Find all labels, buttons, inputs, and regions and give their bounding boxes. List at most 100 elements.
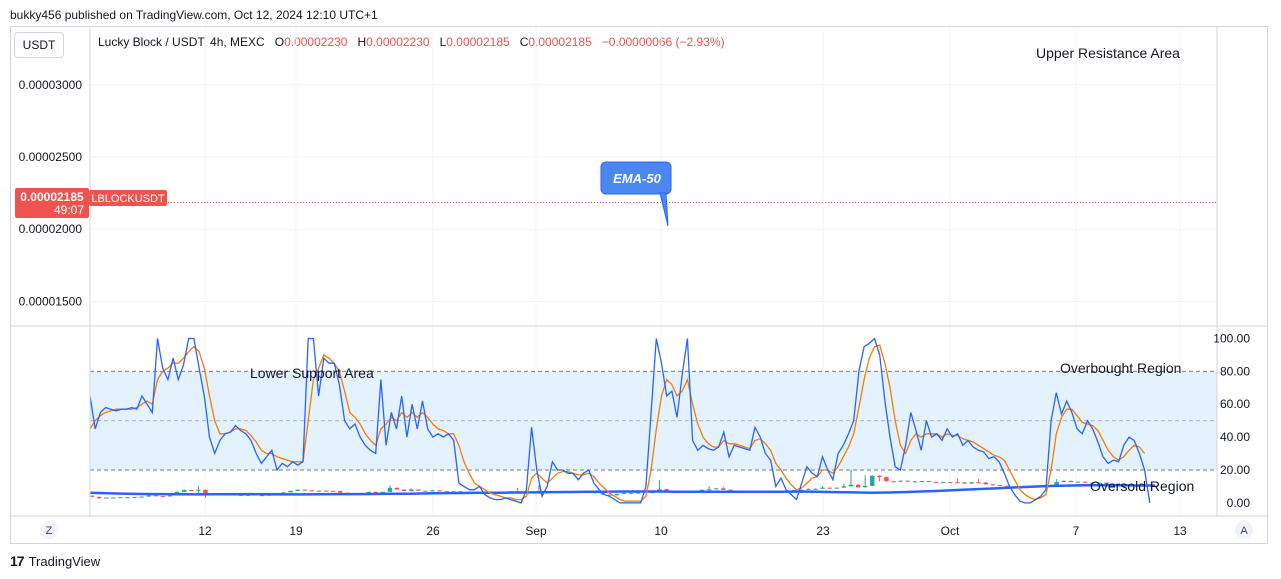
publisher-caption: bukky456 published on TradingView.com, O… <box>10 8 378 22</box>
oversold-label: Oversold Region <box>1090 478 1194 494</box>
candle-body <box>699 489 705 491</box>
auto-scale-button-label: A <box>1240 525 1248 537</box>
auto-scale-button[interactable] <box>1235 521 1253 539</box>
candle-body <box>1068 480 1074 482</box>
low-label: L <box>439 35 447 49</box>
candle-body <box>983 482 988 485</box>
candle-body <box>444 491 449 493</box>
candle-body <box>714 488 719 490</box>
candle-body <box>153 495 159 497</box>
x-tick-label: 26 <box>426 524 440 538</box>
candle-body <box>394 487 400 490</box>
tradingview-logo[interactable]: 17 TradingView <box>10 553 100 569</box>
timezone-button-label: Z <box>46 525 53 537</box>
candle-body <box>827 487 832 489</box>
candle-body <box>182 489 187 492</box>
ema-line <box>89 484 1155 496</box>
change-value: −0.00000066 (−2.93%) <box>601 35 725 49</box>
overbought-label: Overbought Region <box>1060 360 1181 376</box>
candle-body <box>948 482 953 484</box>
candle-body <box>955 482 960 484</box>
candle-body <box>125 497 130 499</box>
candle-body <box>607 494 613 496</box>
low-value: 0.00002185 <box>446 35 510 49</box>
candle-body <box>1089 482 1095 484</box>
candle-body <box>118 497 123 499</box>
candle-body <box>848 484 854 487</box>
ema-callout-label: EMA-50 <box>613 171 661 186</box>
candle-body <box>380 491 386 493</box>
rsi-line <box>89 337 1151 504</box>
rsi-tick-label: 0.00 <box>1227 496 1251 510</box>
high-value: 0.00002230 <box>366 35 430 49</box>
currency-button[interactable]: USDT <box>14 32 64 58</box>
rsi-tick-label: 100.00 <box>1213 332 1250 346</box>
candle-body <box>834 487 839 489</box>
x-tick-label: 7 <box>1073 524 1080 538</box>
candle-body <box>323 490 329 492</box>
candle-body <box>338 490 343 493</box>
candle-body <box>941 482 946 484</box>
price-tick-label: 0.00001500 <box>19 294 83 308</box>
candle-body <box>806 488 811 490</box>
x-tick-label: 23 <box>816 524 830 538</box>
candle-body <box>884 477 889 482</box>
candle-body <box>96 496 102 499</box>
rsi-tick-label: 40.00 <box>1220 430 1250 444</box>
rsi-tick-label: 60.00 <box>1220 397 1250 411</box>
candle-body <box>706 489 712 491</box>
timezone-button[interactable] <box>40 521 58 539</box>
rsi-lines <box>89 337 1151 504</box>
candle-body <box>423 490 428 492</box>
price-tick-label: 0.00002000 <box>19 222 83 236</box>
ema-callout: EMA-50 <box>600 161 672 227</box>
candle-body <box>203 489 208 495</box>
candle-body <box>1004 485 1010 487</box>
candle-body <box>288 490 293 493</box>
candle-body <box>1153 485 1159 487</box>
price-tag-value: 0.00002185 <box>20 190 84 204</box>
rsi-tick-label: 80.00 <box>1220 364 1250 378</box>
candle-body <box>167 495 173 497</box>
x-tick-label: 13 <box>1173 524 1187 538</box>
candle-body <box>933 481 939 483</box>
upper-resistance-label: Upper Resistance Area <box>1036 45 1180 61</box>
candle-body <box>295 489 300 491</box>
candle-body <box>1075 481 1081 483</box>
candle-body <box>309 490 315 492</box>
tradingview-brand: TradingView <box>28 553 101 569</box>
candle-body <box>416 489 421 491</box>
candle-body <box>111 497 116 499</box>
price-tag: 0.00002185 49:07 LBLOCKUSDT <box>15 188 167 218</box>
candle-body <box>373 491 378 493</box>
high-label: H <box>357 35 367 49</box>
price-tick-label: 0.00003000 <box>19 78 83 92</box>
candle-body <box>196 489 201 491</box>
candle-body <box>139 496 144 498</box>
ema50-line <box>89 484 1155 496</box>
candle-body <box>409 489 414 491</box>
open-value: 0.00002230 <box>284 35 348 49</box>
candle-body <box>160 496 166 498</box>
symbol-title[interactable]: Lucky Block / USDT, 4h, MEXC <box>98 35 265 49</box>
close-label: C <box>519 35 529 49</box>
candle-body <box>628 492 634 494</box>
candle-body <box>621 492 627 494</box>
candle-body <box>962 482 967 484</box>
rsi-tick-label: 20.00 <box>1220 463 1250 477</box>
candle-body <box>891 481 896 483</box>
candle-body <box>614 493 620 496</box>
candle-body <box>260 495 265 497</box>
candle-body <box>302 489 307 491</box>
price-tag-countdown: 49:07 <box>54 203 84 217</box>
candle-body <box>316 490 322 492</box>
candle-body <box>430 490 435 492</box>
symbol-tag-box <box>89 190 167 206</box>
candle-body <box>990 484 996 486</box>
candle-body <box>89 495 95 497</box>
candle-body <box>870 475 875 486</box>
candle-body <box>926 480 932 482</box>
candle-body <box>1082 481 1088 483</box>
candle-body <box>132 497 137 499</box>
